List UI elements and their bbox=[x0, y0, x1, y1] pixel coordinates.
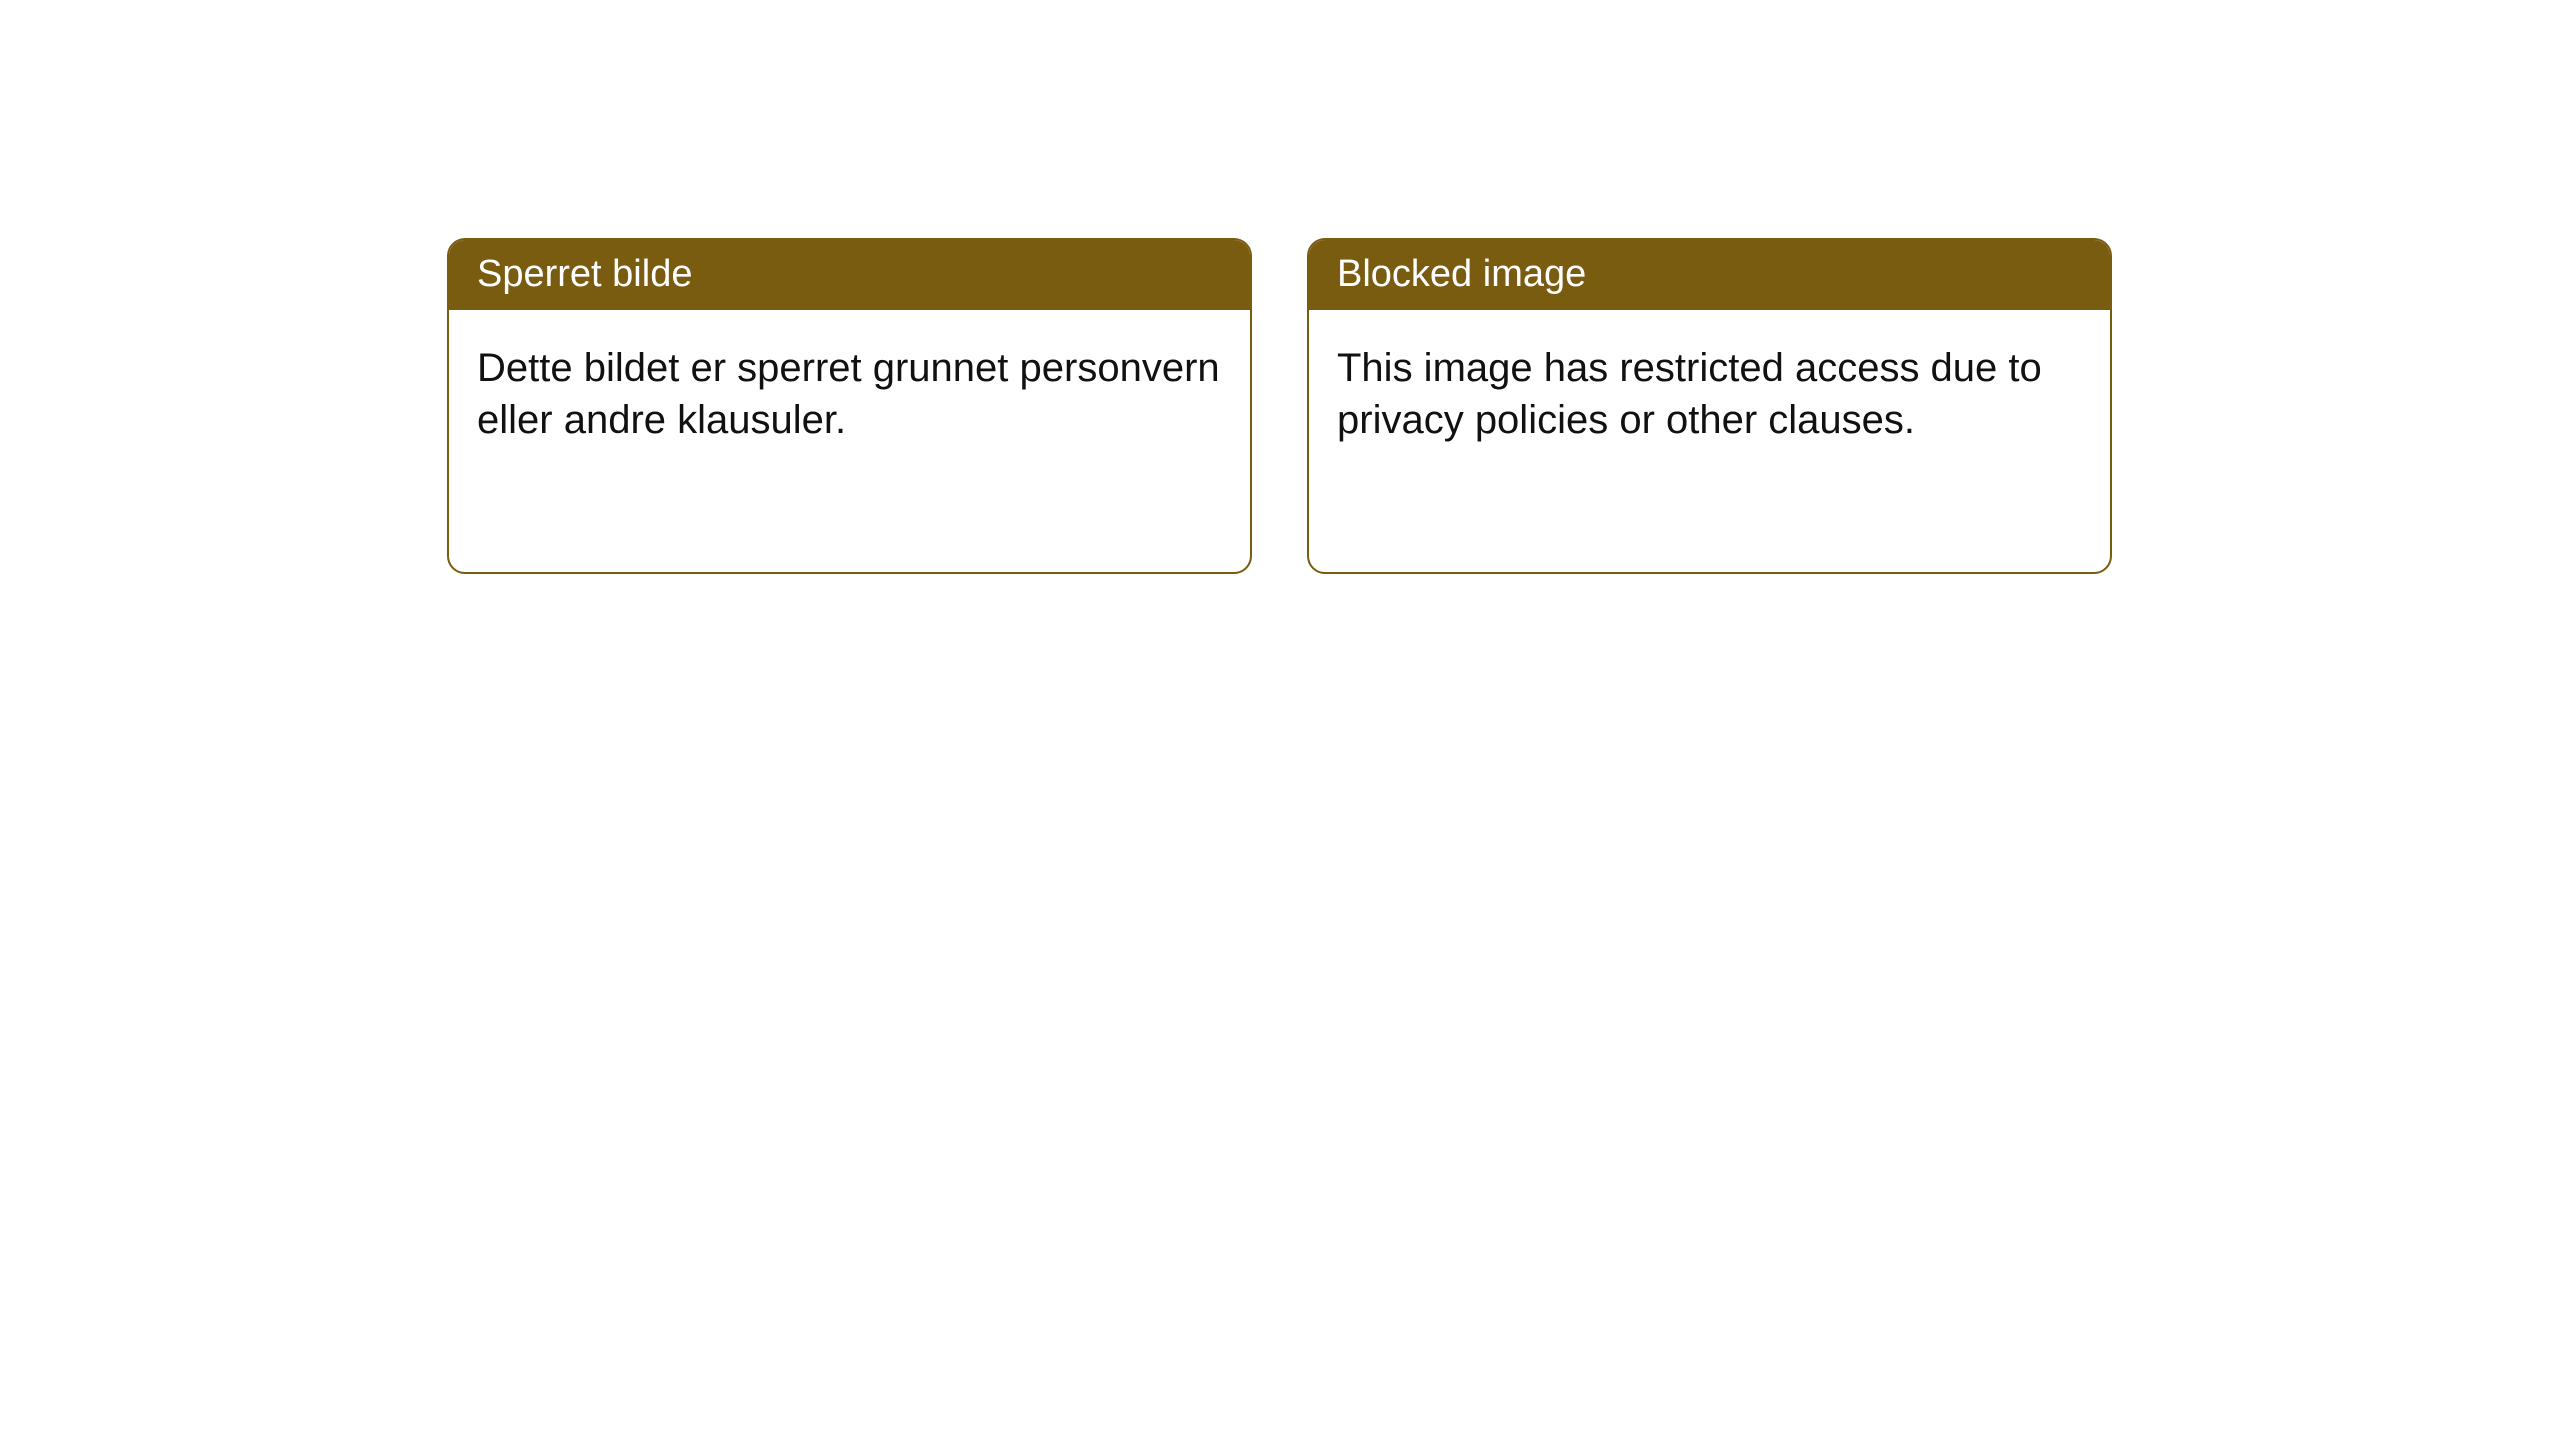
notice-message: This image has restricted access due to … bbox=[1337, 346, 2042, 442]
notice-header: Blocked image bbox=[1309, 240, 2110, 310]
notice-message: Dette bildet er sperret grunnet personve… bbox=[477, 346, 1220, 442]
notice-container: Sperret bilde Dette bildet er sperret gr… bbox=[447, 238, 2112, 574]
notice-body: This image has restricted access due to … bbox=[1309, 310, 2110, 478]
notice-title: Blocked image bbox=[1337, 253, 1586, 295]
notice-card-english: Blocked image This image has restricted … bbox=[1307, 238, 2112, 574]
notice-title: Sperret bilde bbox=[477, 253, 692, 295]
notice-body: Dette bildet er sperret grunnet personve… bbox=[449, 310, 1250, 478]
notice-header: Sperret bilde bbox=[449, 240, 1250, 310]
notice-card-norwegian: Sperret bilde Dette bildet er sperret gr… bbox=[447, 238, 1252, 574]
